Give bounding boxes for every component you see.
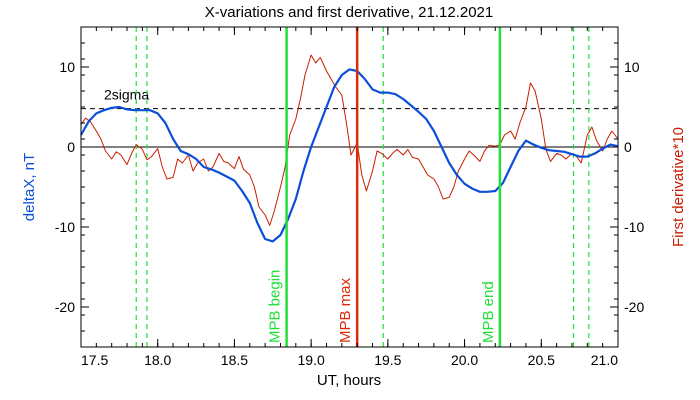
plot-area: 2sigma MPB begin MPB max MPB end — [80, 27, 619, 347]
marker-label-mpb-end: MPB end — [480, 281, 497, 343]
x-tick-label: 20.5 — [528, 352, 555, 368]
deltax-line — [80, 68, 619, 243]
y-tick-label-right: 0 — [624, 139, 632, 155]
y-tick-label-left: 0 — [67, 139, 75, 155]
y-tick-label-right: -20 — [624, 299, 644, 315]
y-tick-label-left: 10 — [59, 59, 75, 75]
x-tick-label: 19.5 — [374, 352, 401, 368]
threshold-label: 2sigma — [104, 87, 149, 103]
x-axis-label: UT, hours — [317, 372, 381, 389]
x-tick-label: 18.0 — [144, 352, 171, 368]
y-tick-label-left: -10 — [55, 219, 75, 235]
marker-label-mpb-max: MPB max — [337, 277, 354, 343]
x-tick-label: 19.0 — [298, 352, 325, 368]
y-tick-label-right: 10 — [624, 59, 640, 75]
y-axis-label-right: First derivative*10 — [670, 127, 687, 247]
y-tick-label-right: -10 — [624, 219, 644, 235]
chart-title: X-variations and first derivative, 21.12… — [205, 4, 494, 21]
derivative-line — [80, 54, 619, 226]
y-tick-label-left: -20 — [55, 299, 75, 315]
x-tick-label: 21.0 — [591, 352, 618, 368]
x-tick-label: 17.5 — [81, 352, 108, 368]
y-axis-label-left: deltaX, nT — [21, 153, 38, 221]
x-tick-label: 20.0 — [451, 352, 478, 368]
x-tick-label: 18.5 — [221, 352, 248, 368]
marker-label-mpb-begin: MPB begin — [267, 270, 284, 343]
